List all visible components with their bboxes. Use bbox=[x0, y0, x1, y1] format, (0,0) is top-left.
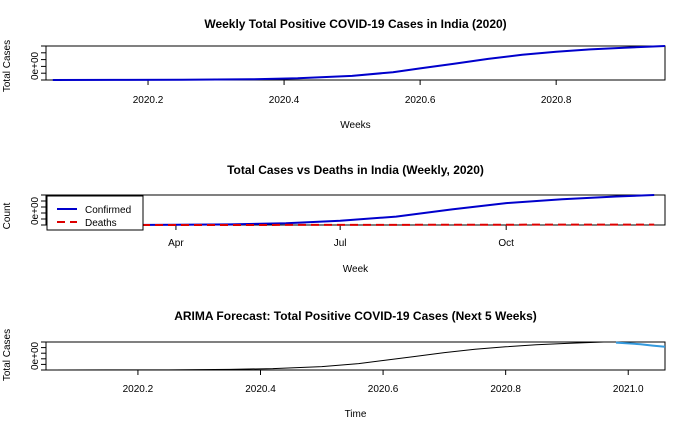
x-tick-label: 2020.8 bbox=[490, 384, 521, 395]
chart-panel-2: Total Cases vs Deaths in India (Weekly, … bbox=[2, 163, 666, 275]
chart-title: ARIMA Forecast: Total Positive COVID-19 … bbox=[174, 309, 537, 323]
x-tick-label: 2020.8 bbox=[541, 95, 572, 106]
chart-title: Weekly Total Positive COVID-19 Cases in … bbox=[204, 17, 506, 31]
x-tick-label: 2020.4 bbox=[269, 95, 300, 106]
chart-panel-1: Weekly Total Positive COVID-19 Cases in … bbox=[2, 17, 666, 131]
x-tick-label: 2020.2 bbox=[133, 95, 164, 106]
x-tick-label: 2020.2 bbox=[123, 384, 154, 395]
x-tick-label: Apr bbox=[168, 238, 184, 249]
x-tick-label: 2021.0 bbox=[613, 384, 644, 395]
series-line-2 bbox=[615, 341, 666, 348]
y-tick-label: 0e+00 bbox=[30, 51, 41, 80]
legend: Confirmed Deaths bbox=[46, 195, 144, 231]
series-line-1 bbox=[52, 341, 604, 371]
x-tick-label: 2020.6 bbox=[405, 95, 436, 106]
y-tick-label: 0e+00 bbox=[30, 341, 41, 370]
legend-label: Confirmed bbox=[85, 205, 131, 216]
plot-frame bbox=[45, 341, 666, 371]
x-tick-label: Jul bbox=[334, 238, 347, 249]
chart-title: Total Cases vs Deaths in India (Weekly, … bbox=[227, 163, 484, 177]
legend-label: Deaths bbox=[85, 218, 117, 229]
y-axis-label: Count bbox=[2, 202, 13, 229]
x-axis-label: Weeks bbox=[340, 120, 370, 131]
chart-panel-3: ARIMA Forecast: Total Positive COVID-19 … bbox=[2, 309, 666, 420]
legend-box bbox=[46, 195, 144, 231]
series-line-1 bbox=[52, 45, 666, 81]
x-tick-label: 2020.4 bbox=[245, 384, 276, 395]
y-axis-label: Total Cases bbox=[2, 329, 13, 381]
y-axis-label: Total Cases bbox=[2, 40, 13, 92]
x-tick-label: Oct bbox=[498, 238, 514, 249]
x-tick-label: 2020.6 bbox=[368, 384, 399, 395]
y-tick-label: 0e+00 bbox=[30, 196, 41, 225]
series-line-confirmed bbox=[64, 194, 655, 226]
x-axis-label: Week bbox=[343, 264, 369, 275]
plot-frame bbox=[45, 45, 666, 81]
x-axis-label: Time bbox=[345, 409, 367, 420]
